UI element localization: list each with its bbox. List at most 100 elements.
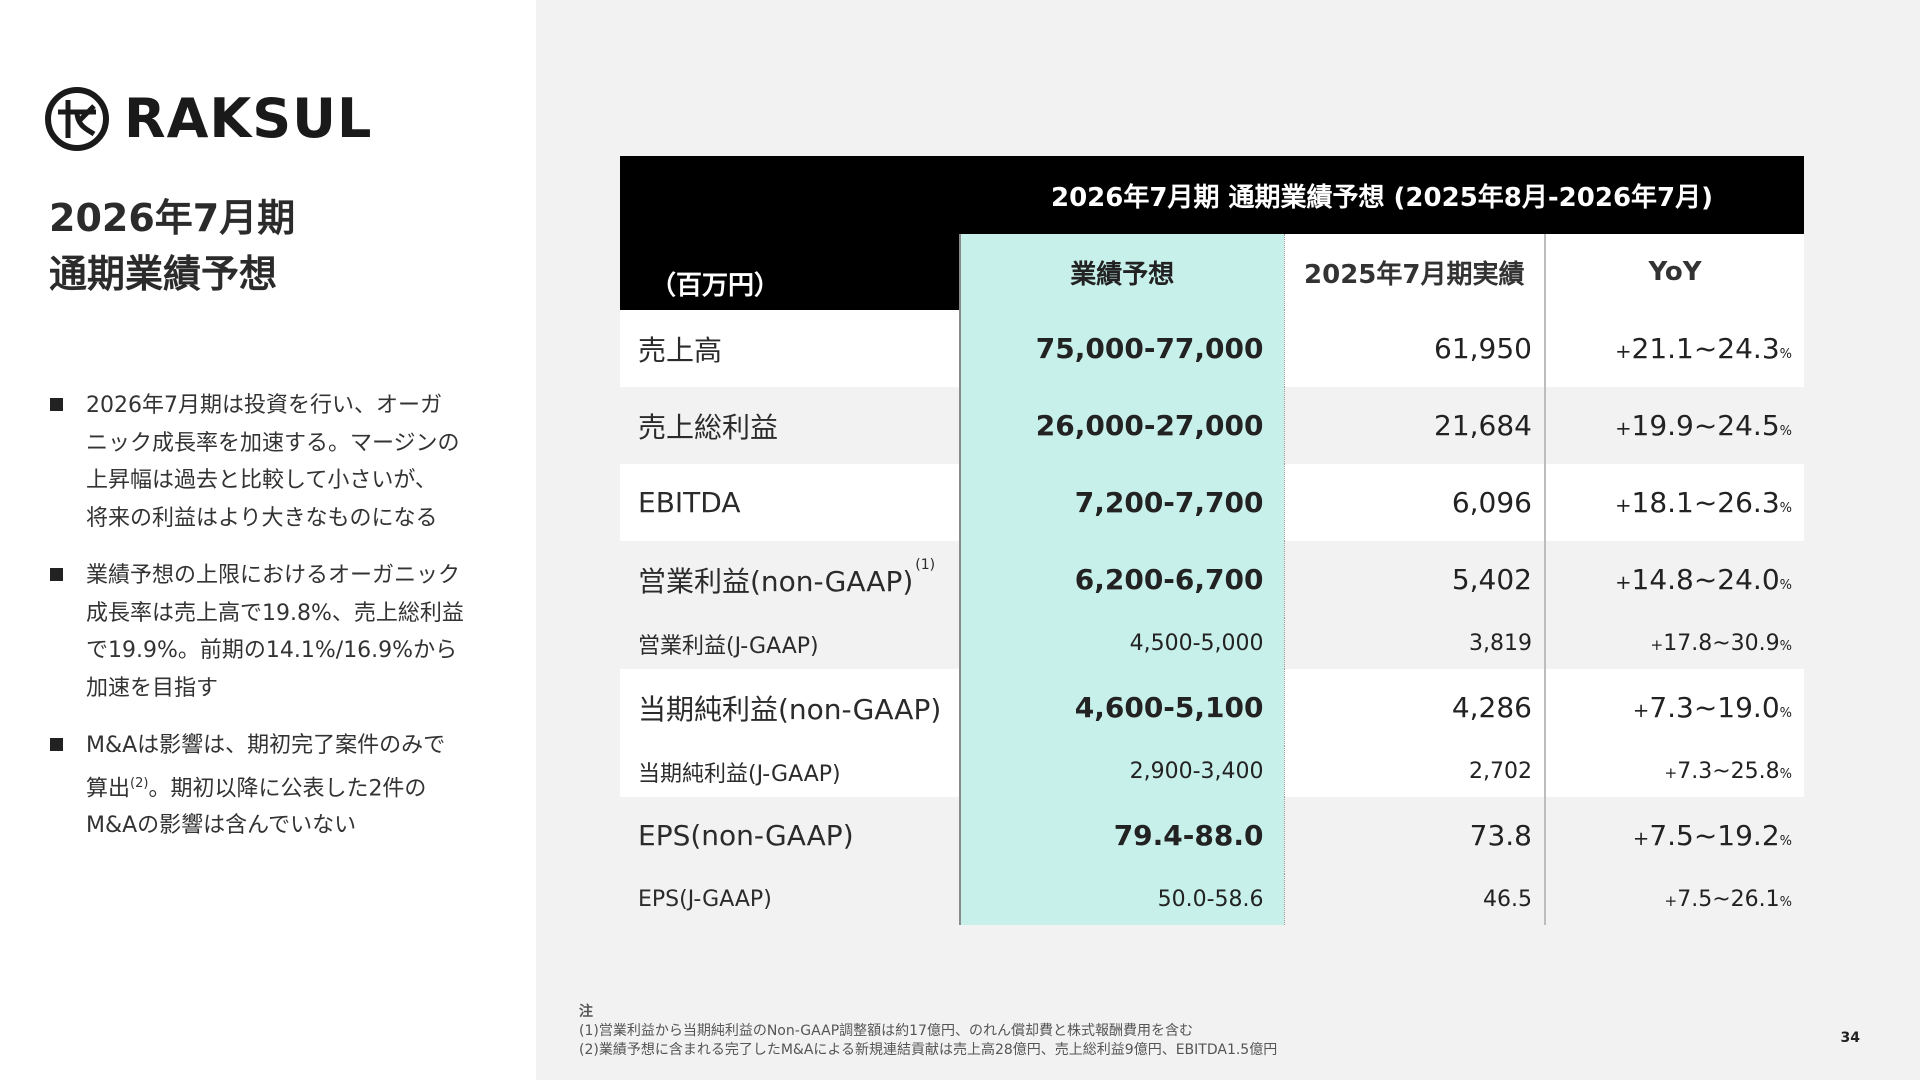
yoy-plus: + <box>1664 892 1678 910</box>
yoy-range: 19.9~24.5 <box>1631 409 1780 442</box>
yoy-plus: + <box>1650 636 1664 654</box>
footnote-item: (2)業績予想に含まれる完了したM&Aによる新規連結貢献は売上高28億円、売上総… <box>579 1042 1278 1058</box>
actual-value: 61,950 <box>1284 310 1546 387</box>
yoy-value: +17.8~30.9% <box>1545 618 1805 669</box>
yoy-percent: % <box>1779 895 1793 910</box>
bullet-line: 加速を目指す <box>86 675 219 701</box>
yoy-percent: % <box>1779 578 1793 593</box>
yoy-value: +21.1~24.3% <box>1545 310 1805 387</box>
forecast-value: 50.0-58.6 <box>959 874 1285 925</box>
yoy-plus: + <box>1632 827 1650 850</box>
yoy-range: 14.8~24.0 <box>1631 563 1780 596</box>
table-row: EPS(J-GAAP) 50.0-58.6 46.5 +7.5~26.1% <box>620 874 1805 925</box>
header-forecast: 業績予想 <box>959 234 1285 310</box>
bullet-text: 算出 <box>86 775 131 801</box>
table-row: EPS(non-GAAP) 79.4-88.0 73.8 +7.5~19.2% <box>620 797 1805 874</box>
bullet-list: 2026年7月期は投資を行い、オーガ ニック成長率を加速する。マージンの 上昇幅… <box>50 387 510 865</box>
forecast-value: 4,600-5,100 <box>959 669 1285 746</box>
bullet-line: 業績予想の上限におけるオーガニック <box>86 563 461 588</box>
actual-value: 6,096 <box>1284 464 1546 541</box>
row-label: EPS(non-GAAP) <box>620 797 960 874</box>
yoy-range: 7.5~26.1 <box>1677 887 1780 912</box>
footnotes: 注 (1)営業利益から当期純利益のNon-GAAP調整額は約17億円、のれん償却… <box>579 1003 1277 1060</box>
forecast-value: 7,200-7,700 <box>959 464 1285 541</box>
brand-logo: RAKSUL <box>44 86 372 152</box>
actual-value: 4,286 <box>1284 669 1546 746</box>
row-label: EBITDA <box>620 464 960 541</box>
bullet-line: で19.9%。前期の14.1%/16.9%から <box>86 638 458 663</box>
table-banner: 2026年7月期 通期業績予想 (2025年8月-2026年7月) <box>960 156 1805 234</box>
left-panel: RAKSUL 2026年7月期 通期業績予想 2026年7月期は投資を行い、オー… <box>0 0 536 1080</box>
yoy-range: 21.1~24.3 <box>1631 332 1780 365</box>
bullet-item: 業績予想の上限におけるオーガニック 成長率は売上高で19.8%、売上総利益 で1… <box>50 557 510 707</box>
yoy-range: 7.3~25.8 <box>1677 759 1780 784</box>
bullet-item: M&Aは影響は、期初完了案件のみで 算出(2)。期初以降に公表した2件の M&A… <box>50 727 510 845</box>
forecast-value: 75,000-77,000 <box>959 310 1285 387</box>
forecast-value: 2,900-3,400 <box>959 746 1285 797</box>
forecast-value: 6,200-6,700 <box>959 541 1285 618</box>
table-row: 営業利益(J-GAAP) 4,500-5,000 3,819 +17.8~30.… <box>620 618 1805 669</box>
bullet-line: M&Aの影響は含んでいない <box>86 813 357 839</box>
actual-value: 2,702 <box>1284 746 1546 797</box>
bullet-line: 算出(2)。期初以降に公表した2件の <box>86 765 510 808</box>
header-actual: 2025年7月期実績 <box>1284 234 1546 310</box>
square-bullet-icon <box>50 568 63 581</box>
yoy-percent: % <box>1779 767 1793 782</box>
square-bullet-icon <box>50 738 63 751</box>
yoy-percent: % <box>1779 639 1793 654</box>
yoy-range: 18.1~26.3 <box>1631 486 1780 519</box>
page-number: 34 <box>1840 1030 1860 1046</box>
yoy-value: +7.3~19.0% <box>1545 669 1805 746</box>
yoy-plus: + <box>1664 764 1678 782</box>
table-row: 営業利益(non-GAAP) (1) 6,200-6,700 5,402 +14.… <box>620 541 1805 618</box>
actual-value: 73.8 <box>1284 797 1546 874</box>
yoy-plus: + <box>1615 571 1632 594</box>
yoy-percent: % <box>1779 706 1793 721</box>
footnotes-heading: 注 <box>579 1004 593 1020</box>
square-bullet-icon <box>50 398 63 411</box>
yoy-plus: + <box>1615 340 1632 363</box>
bullet-line: ニック成長率を加速する。マージンの <box>86 430 460 456</box>
page-title-line-2: 通期業績予想 <box>49 252 278 296</box>
yoy-percent: % <box>1779 501 1793 516</box>
bullet-text: 。期初以降に公表した2件の <box>148 775 427 801</box>
bullet-line: 上昇幅は過去と比較して小さいが、 <box>86 468 437 493</box>
actual-value: 5,402 <box>1284 541 1546 618</box>
row-label: 売上総利益 <box>620 387 960 464</box>
yoy-value: +7.5~19.2% <box>1545 797 1805 874</box>
table-row: 売上高 75,000-77,000 61,950 +21.1~24.3% <box>620 310 1805 387</box>
header-yoy: YoY <box>1545 234 1805 310</box>
table-row: EBITDA 7,200-7,700 6,096 +18.1~26.3% <box>620 464 1805 541</box>
actual-value: 3,819 <box>1284 618 1546 669</box>
yoy-value: +19.9~24.5% <box>1545 387 1805 464</box>
row-label: 当期純利益(J-GAAP) <box>620 746 960 797</box>
yoy-value: +18.1~26.3% <box>1545 464 1805 541</box>
yoy-percent: % <box>1779 424 1793 439</box>
yoy-plus: + <box>1615 417 1632 440</box>
brand-name: RAKSUL <box>124 87 373 150</box>
table-corner <box>620 156 960 234</box>
bullet-line: 2026年7月期は投資を行い、オーガ <box>86 393 442 418</box>
row-label-text: 営業利益(non-GAAP) <box>638 564 914 598</box>
yoy-range: 7.3~19.0 <box>1649 691 1780 724</box>
row-label: 当期純利益(non-GAAP) <box>620 669 960 746</box>
forecast-value: 4,500-5,000 <box>959 618 1285 669</box>
footnote-item: (1)営業利益から当期純利益のNon-GAAP調整額は約17億円、のれん償却費と… <box>579 1023 1193 1039</box>
yoy-value: +7.3~25.8% <box>1545 746 1805 797</box>
forecast-table-wrap: 2026年7月期 通期業績予想 (2025年8月-2026年7月) （百万円） … <box>620 156 1805 925</box>
table-row: 当期純利益(non-GAAP) 4,600-5,100 4,286 +7.3~1… <box>620 669 1805 746</box>
bullet-line: M&Aは影響は、期初完了案件のみで <box>86 733 446 758</box>
page-title: 2026年7月期 通期業績予想 <box>49 190 295 302</box>
row-label: EPS(J-GAAP) <box>620 874 960 925</box>
yoy-plus: + <box>1615 494 1632 517</box>
forecast-value: 26,000-27,000 <box>959 387 1285 464</box>
forecast-table: 2026年7月期 通期業績予想 (2025年8月-2026年7月) （百万円） … <box>620 156 1805 925</box>
row-label: 営業利益(J-GAAP) <box>620 618 960 669</box>
bullet-line: 将来の利益はより大きなものになる <box>86 505 438 531</box>
actual-value: 21,684 <box>1284 387 1546 464</box>
yoy-value: +14.8~24.0% <box>1545 541 1805 618</box>
forecast-value: 79.4-88.0 <box>959 797 1285 874</box>
unit-label: （百万円） <box>620 234 960 310</box>
bullet-line: 成長率は売上高で19.8%、売上総利益 <box>86 600 464 626</box>
yoy-range: 17.8~30.9 <box>1663 631 1780 656</box>
